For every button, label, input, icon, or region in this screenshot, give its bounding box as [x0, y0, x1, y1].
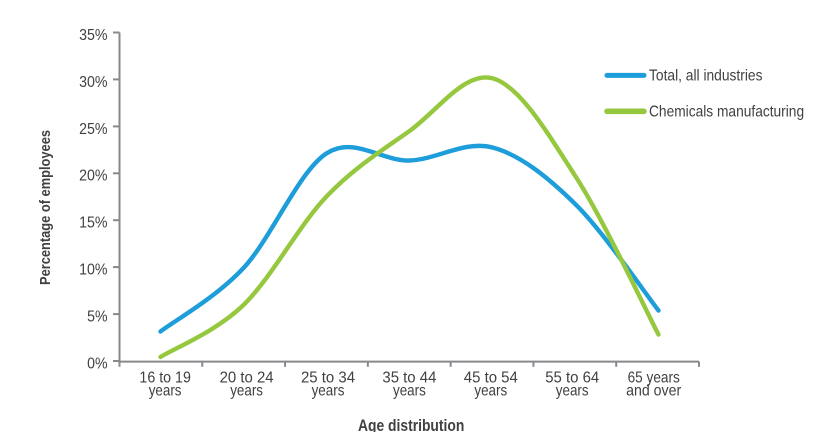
svg-text:65 years: 65 years	[628, 370, 680, 387]
svg-text:Chemicals manufacturing: Chemicals manufacturing	[649, 103, 804, 120]
svg-text:years: years	[149, 382, 182, 399]
svg-text:10%: 10%	[79, 262, 107, 279]
svg-text:years: years	[556, 382, 589, 399]
svg-text:and over: and over	[626, 382, 682, 399]
svg-text:35 to 44: 35 to 44	[382, 370, 436, 387]
svg-text:15%: 15%	[79, 215, 107, 232]
svg-text:years: years	[312, 382, 345, 399]
svg-text:25%: 25%	[79, 121, 107, 138]
svg-text:years: years	[230, 382, 263, 399]
svg-text:20%: 20%	[79, 168, 107, 185]
svg-text:Age distribution: Age distribution	[358, 416, 464, 432]
svg-text:20 to 24: 20 to 24	[220, 370, 274, 387]
svg-text:16 to 19: 16 to 19	[139, 370, 191, 387]
svg-text:35%: 35%	[79, 27, 107, 44]
svg-text:25 to 34: 25 to 34	[301, 370, 355, 387]
svg-text:55 to 64: 55 to 64	[545, 370, 599, 387]
svg-text:45 to 54: 45 to 54	[464, 370, 518, 387]
svg-text:Total, all industries: Total, all industries	[649, 67, 763, 84]
svg-text:years: years	[393, 382, 426, 399]
svg-text:5%: 5%	[87, 309, 107, 326]
svg-text:years: years	[474, 382, 507, 399]
svg-text:Percentage of employees: Percentage of employees	[37, 130, 54, 285]
svg-text:0%: 0%	[87, 355, 107, 372]
svg-text:30%: 30%	[79, 74, 107, 91]
